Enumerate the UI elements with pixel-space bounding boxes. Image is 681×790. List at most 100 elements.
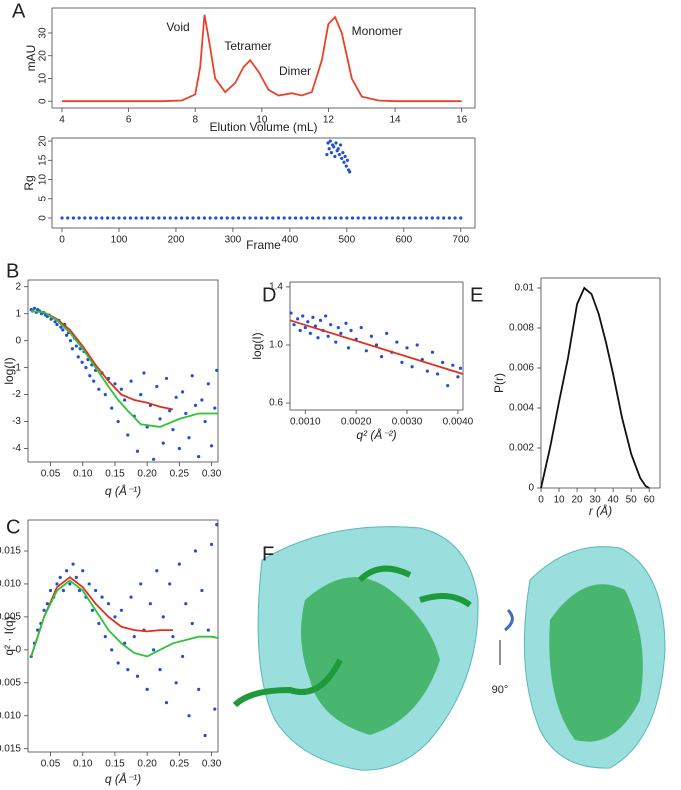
y-tick-label: 0: [38, 98, 49, 104]
data-point: [396, 216, 400, 220]
x-axis-label: Elution Volume (mL): [209, 120, 317, 134]
data-point: [180, 654, 185, 659]
data-point: [103, 635, 107, 639]
ribbon-left: [301, 577, 440, 735]
data-point: [296, 317, 300, 321]
data-point: [225, 216, 229, 220]
data-point: [184, 602, 188, 606]
x-tick-label: 100: [111, 235, 128, 246]
data-point: [116, 661, 120, 665]
data-point: [327, 147, 331, 151]
y-tick-label: 1.0: [269, 340, 283, 351]
data-point: [84, 366, 88, 370]
data-point: [168, 216, 172, 220]
data-point: [119, 387, 123, 391]
data-point: [340, 156, 344, 160]
data-point: [254, 216, 258, 220]
x-tick-label: 20: [571, 495, 583, 506]
data-point: [36, 628, 40, 632]
data-point: [237, 216, 241, 220]
data-point: [374, 343, 379, 347]
data-point: [343, 154, 347, 159]
y-tick-label: 0.005: [0, 612, 21, 623]
data-point: [158, 417, 162, 421]
x-tick-label: 0.10: [73, 759, 93, 770]
data-point: [171, 428, 175, 432]
data-point: [447, 216, 451, 220]
data-point: [419, 216, 423, 220]
y-tick-label: 10: [38, 174, 49, 186]
data-point: [155, 569, 159, 573]
ribbon-right: [549, 584, 643, 742]
x-tick-label: 0.05: [41, 469, 61, 480]
data-point: [70, 347, 75, 351]
y-tick-label: -0.010: [0, 710, 21, 721]
data-point: [456, 375, 460, 379]
y-tick-label: -0.005: [0, 677, 21, 688]
data-point: [171, 635, 175, 639]
plot-frame: [540, 277, 661, 489]
data-line: [31, 310, 218, 428]
data-line: [30, 576, 173, 657]
x-tick-label: 30: [590, 495, 602, 506]
x-tick-label: 200: [168, 235, 185, 246]
y-tick-label: -3: [12, 416, 21, 427]
data-point: [248, 216, 252, 220]
data-point: [155, 384, 159, 389]
data-point: [242, 216, 246, 220]
data-point: [271, 216, 275, 220]
data-point: [145, 687, 149, 691]
x-tick-label: 600: [395, 235, 412, 246]
data-point: [348, 170, 352, 174]
data-point: [168, 582, 172, 586]
annotation: Void: [166, 20, 189, 34]
x-axis-label: q² (Å⁻²): [356, 427, 396, 442]
data-point: [288, 216, 292, 220]
x-axis-label: r (Å): [589, 503, 612, 518]
x-tick-label: 0: [59, 235, 65, 246]
data-point: [316, 216, 320, 220]
data-point: [213, 406, 217, 410]
data-point: [299, 216, 303, 220]
data-line: [30, 579, 219, 658]
data-point: [413, 216, 417, 220]
data-point: [113, 382, 117, 386]
data-point: [336, 325, 340, 330]
data-point: [345, 158, 350, 162]
data-point: [213, 707, 217, 711]
data-point: [356, 216, 360, 220]
data-point: [77, 216, 81, 220]
data-point: [430, 216, 434, 220]
data-point: [164, 700, 169, 705]
data-point: [187, 436, 191, 440]
data-point: [362, 216, 366, 220]
data-point: [202, 216, 207, 220]
annotation: Dimer: [279, 64, 311, 78]
x-tick-label: 50: [626, 495, 638, 506]
plot-frame: [51, 137, 476, 229]
data-point: [329, 151, 334, 155]
data-point: [305, 216, 309, 220]
data-point: [76, 355, 80, 359]
x-axis-label: Frame: [246, 238, 281, 252]
data-point: [88, 216, 93, 220]
data-point: [103, 392, 107, 397]
y-axis-label: Rg: [22, 175, 36, 190]
data-point: [318, 318, 323, 322]
data-point: [83, 216, 87, 220]
data-point: [435, 372, 440, 376]
x-tick-label: 14: [390, 115, 402, 126]
data-point: [289, 311, 293, 315]
x-tick-label: 0.05: [41, 759, 61, 770]
x-tick-label: 0.20: [137, 759, 157, 770]
data-point: [451, 363, 455, 367]
data-point: [151, 648, 156, 652]
data-point: [71, 562, 75, 566]
data-point: [364, 349, 368, 353]
y-tick-label: 0.010: [0, 579, 21, 590]
helix-left: [232, 565, 472, 708]
data-point: [395, 340, 399, 344]
data-point: [385, 216, 389, 220]
x-tick-label: 0.0040: [443, 417, 474, 428]
data-point: [158, 668, 162, 672]
